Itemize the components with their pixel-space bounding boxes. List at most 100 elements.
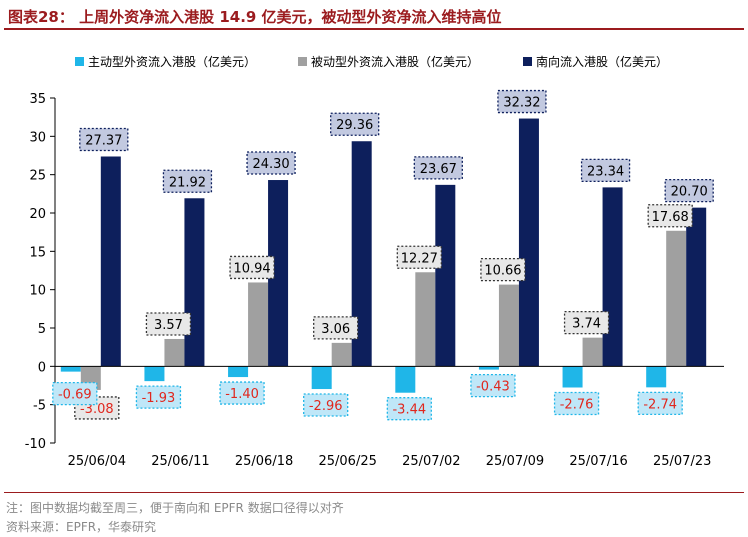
x-tick-label: 25/06/11	[151, 454, 209, 469]
bar	[331, 342, 352, 367]
bar	[395, 366, 416, 393]
bar	[268, 180, 289, 367]
data-label-active-box	[303, 393, 349, 417]
data-label-active: -2.96	[309, 399, 343, 414]
x-tick-label: 25/06/18	[235, 454, 293, 469]
title-bar: 图表28： 上周外资净流入港股 14.9 亿美元，被动型外资净流入维持高位	[4, 2, 744, 30]
bar	[478, 366, 499, 370]
data-label-southbound: 23.67	[420, 162, 457, 177]
bar	[248, 282, 269, 367]
data-label-active-box	[637, 391, 683, 415]
y-tick-label: 10	[29, 284, 46, 299]
data-label-active-box	[135, 385, 182, 409]
data-label-southbound-box	[497, 89, 547, 114]
data-label-active-box	[553, 391, 600, 416]
data-label-passive-box	[229, 255, 275, 280]
data-label-passive: 10.66	[484, 264, 521, 279]
data-label-passive: 10.94	[233, 261, 270, 276]
bar	[184, 198, 205, 367]
data-label-southbound: 24.30	[252, 157, 289, 172]
data-label-active: -1.40	[225, 387, 259, 402]
x-tick-label: 25/07/09	[486, 454, 544, 469]
y-tick-label: -5	[33, 399, 46, 414]
bar	[415, 272, 436, 367]
chart-source: 资料来源：EPFR，华泰研究	[6, 520, 157, 534]
data-label-passive: 17.68	[652, 210, 689, 225]
data-label-active-box	[386, 397, 432, 421]
data-label-active: -3.44	[392, 403, 426, 418]
data-label-southbound-box	[246, 151, 296, 175]
bar	[164, 338, 185, 367]
bar	[582, 337, 603, 367]
data-label-passive: 3.57	[154, 318, 183, 333]
data-label-passive-box	[563, 311, 610, 335]
data-label-southbound: 20.70	[671, 185, 708, 200]
y-tick-label: 20	[29, 207, 46, 222]
data-label-passive: -3.08	[80, 402, 114, 417]
legend-label: 被动型外资流入港股（亿美元）	[311, 54, 479, 69]
y-tick-label: 5	[38, 322, 46, 337]
bar	[602, 187, 623, 367]
legend-label: 南向流入港股（亿美元）	[536, 54, 668, 69]
x-tick-label: 25/07/02	[402, 454, 460, 469]
data-label-southbound-box	[413, 156, 463, 180]
y-tick-label: -10	[25, 437, 46, 452]
bar	[435, 184, 456, 367]
data-label-passive: 3.74	[572, 317, 601, 332]
data-label-southbound: 21.92	[169, 175, 206, 190]
legend-swatch	[298, 57, 307, 66]
data-label-passive-box	[480, 257, 526, 282]
data-label-active-box	[52, 381, 98, 406]
bar	[100, 156, 121, 367]
x-tick-label: 25/06/04	[68, 454, 126, 469]
bar	[311, 366, 332, 390]
data-label-active: -2.74	[643, 397, 677, 412]
data-label-southbound-box	[79, 127, 129, 152]
bar	[144, 366, 165, 382]
data-label-active: -1.93	[142, 391, 176, 406]
data-label-southbound-box	[330, 112, 380, 136]
chart-title: 图表28： 上周外资净流入港股 14.9 亿美元，被动型外资净流入维持高位	[8, 8, 502, 26]
data-label-active-box	[470, 373, 516, 398]
bar	[60, 366, 81, 372]
bar-chart: 主动型外资流入港股（亿美元） 被动型外资流入港股（亿美元） 南向流入港股（亿美元） 3…	[25, 54, 724, 469]
data-label-southbound-box	[580, 158, 631, 183]
data-label-southbound: 32.32	[503, 96, 540, 111]
data-label-passive: 12.27	[401, 251, 438, 266]
bar	[518, 118, 539, 367]
x-tick-label: 25/06/25	[318, 454, 376, 469]
chart-note: 注：图中数据均截至周三，便于南向和 EPFR 数据口径得以对齐	[6, 501, 344, 515]
legend-swatch	[523, 57, 532, 66]
bar	[686, 207, 707, 367]
data-label-southbound: 29.36	[336, 118, 373, 133]
data-label-southbound-box	[664, 178, 714, 203]
data-label-southbound-box	[162, 169, 213, 193]
data-label-passive-box	[145, 312, 192, 336]
data-label-passive-box	[313, 316, 359, 340]
y-tick-label: 0	[38, 360, 46, 375]
y-tick-label: 25	[29, 169, 46, 184]
data-label-active: -0.43	[476, 380, 510, 395]
legend-swatch	[75, 57, 84, 66]
data-label-southbound: 27.37	[85, 133, 122, 148]
bar	[646, 366, 667, 388]
y-tick-label: 15	[29, 245, 46, 260]
bottom-rule	[4, 492, 744, 493]
bar	[666, 230, 687, 367]
data-label-southbound: 23.34	[587, 164, 624, 179]
y-tick-label: 30	[29, 130, 46, 145]
bar	[228, 366, 249, 378]
data-label-active-box	[219, 381, 265, 405]
y-tick-label: 35	[29, 92, 46, 107]
bar	[498, 284, 519, 367]
bar	[562, 366, 583, 388]
data-label-passive-box	[647, 204, 693, 228]
data-label-passive-box	[396, 245, 442, 269]
data-label-active: -0.69	[58, 388, 92, 403]
data-label-active: -2.76	[560, 397, 594, 412]
legend-label: 主动型外资流入港股（亿美元）	[88, 54, 256, 69]
data-label-passive: 3.06	[321, 322, 350, 337]
bar	[351, 141, 372, 367]
x-tick-label: 25/07/23	[653, 454, 711, 469]
x-tick-label: 25/07/16	[569, 454, 627, 469]
